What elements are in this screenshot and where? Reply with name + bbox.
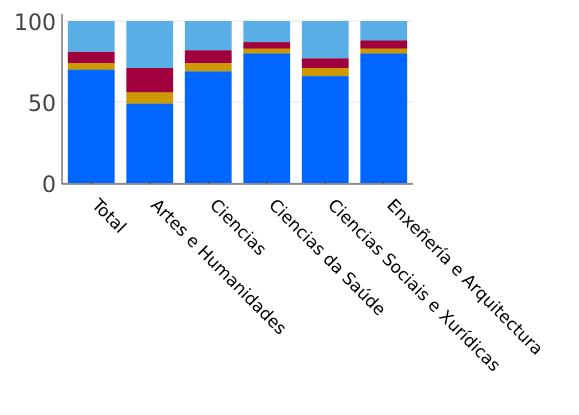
bar-segment [184,63,232,72]
y-tick-label: 0 [42,173,56,198]
bar-segment [126,92,174,104]
bar-segment [301,76,349,183]
y-tick-label: 100 [14,11,56,36]
bar-segment [243,21,291,43]
bar-segment [360,48,408,54]
bar-segment [67,21,115,52]
category-labels: Total Artes e Humanidades Ciencias Cienc… [87,195,547,376]
bar-segment [126,103,174,183]
bar-segment [67,51,115,64]
bar-segment [360,40,408,49]
bar-segment [301,67,349,77]
bar-segment [360,21,408,41]
y-tick-label: 50 [28,92,56,117]
bar-segment [243,48,291,54]
bar-segment [126,67,174,93]
bar-segment [67,69,115,183]
bar-segment [301,21,349,59]
bar-segment [243,53,291,184]
y-tick-labels: 0 50 100 [14,11,56,198]
category-label: Total [87,195,130,238]
bar-segment [360,53,408,184]
bar-stacks [67,21,408,184]
bar-segment [184,21,232,51]
axes [61,14,413,185]
gridlines [62,20,413,184]
category-label: Ciencias da Saúde [264,195,389,320]
bar-segment [184,50,232,64]
bar-segment [67,63,115,70]
bar-segment [243,42,291,49]
bar-segment [126,21,174,68]
bar-segment [301,58,349,68]
bar-segment [184,71,232,183]
